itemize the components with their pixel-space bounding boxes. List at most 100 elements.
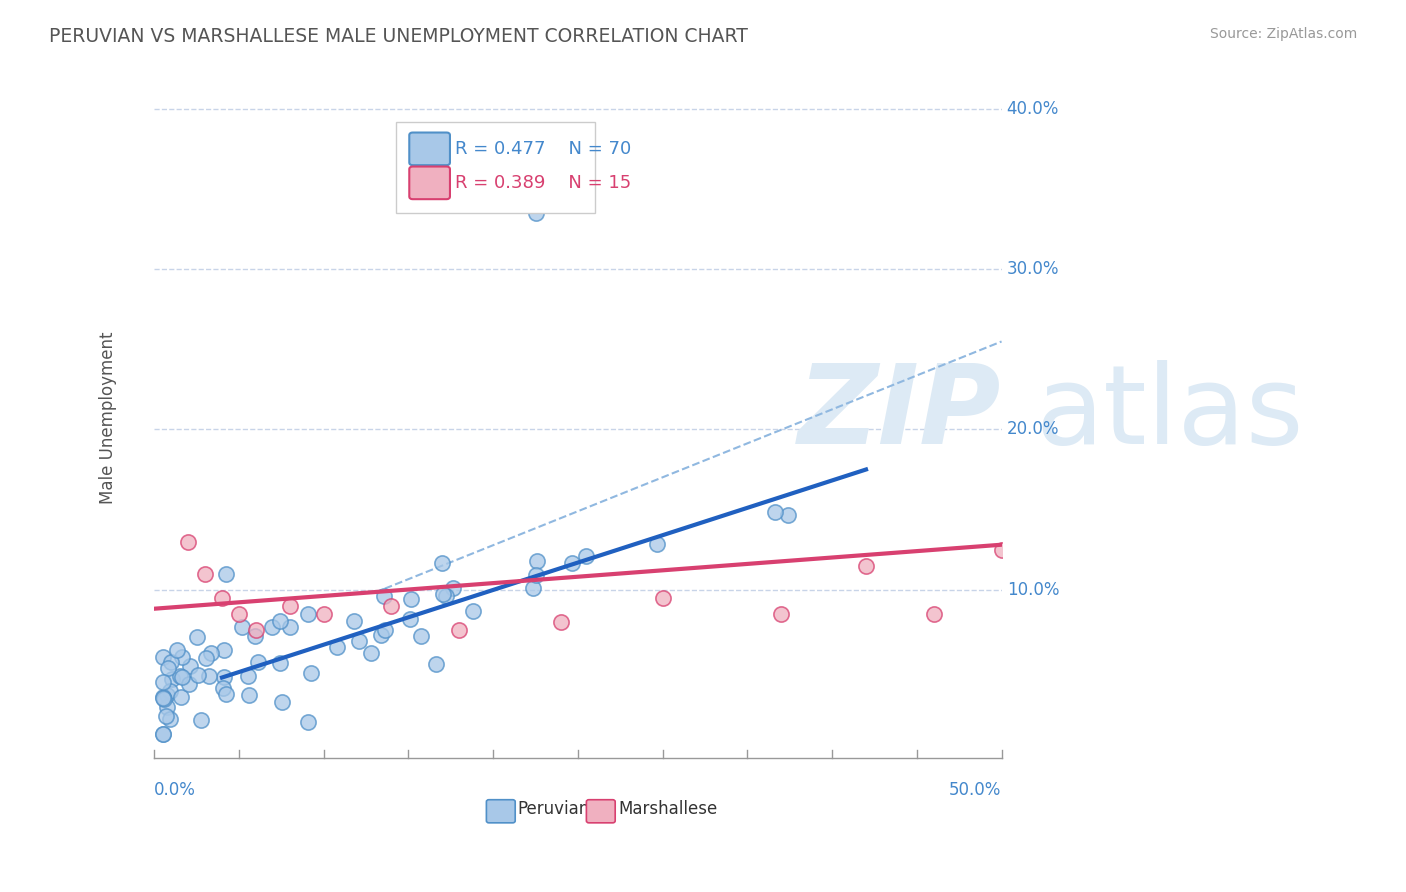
- Point: [170, 671, 193, 685]
- Point: [561, 557, 583, 571]
- Point: [524, 206, 547, 220]
- Point: [153, 692, 176, 706]
- Point: [373, 590, 395, 604]
- FancyBboxPatch shape: [395, 121, 595, 213]
- Point: [269, 614, 291, 628]
- Point: [214, 670, 236, 684]
- Point: [228, 607, 250, 621]
- Point: [280, 620, 302, 634]
- FancyBboxPatch shape: [586, 800, 616, 822]
- Point: [156, 689, 179, 703]
- Point: [198, 669, 221, 683]
- Point: [349, 634, 371, 648]
- Point: [238, 688, 260, 702]
- Point: [200, 646, 222, 660]
- Point: [441, 581, 464, 595]
- Text: 10.0%: 10.0%: [1007, 581, 1059, 599]
- Point: [524, 568, 547, 582]
- Text: Peruvians: Peruvians: [517, 799, 598, 818]
- Point: [342, 615, 364, 629]
- FancyBboxPatch shape: [409, 133, 450, 165]
- Point: [231, 619, 253, 633]
- Point: [170, 649, 193, 664]
- Text: 20.0%: 20.0%: [1007, 420, 1059, 439]
- Point: [269, 656, 291, 670]
- Point: [432, 587, 454, 601]
- Point: [177, 534, 200, 549]
- Point: [214, 687, 236, 701]
- Point: [260, 620, 283, 634]
- Point: [194, 566, 217, 581]
- Point: [575, 549, 598, 563]
- Point: [370, 628, 392, 642]
- Point: [177, 677, 200, 691]
- Point: [190, 713, 212, 727]
- Text: 50.0%: 50.0%: [949, 781, 1001, 799]
- Point: [211, 681, 233, 695]
- Point: [922, 607, 945, 621]
- Text: 40.0%: 40.0%: [1007, 101, 1059, 119]
- Point: [236, 669, 259, 683]
- Point: [278, 599, 301, 613]
- Point: [179, 658, 201, 673]
- Point: [186, 630, 208, 644]
- Point: [526, 553, 548, 567]
- Point: [312, 607, 335, 621]
- Text: 30.0%: 30.0%: [1007, 260, 1059, 278]
- Point: [159, 712, 181, 726]
- Point: [855, 558, 877, 573]
- Point: [169, 668, 191, 682]
- Point: [645, 537, 668, 551]
- Text: Source: ZipAtlas.com: Source: ZipAtlas.com: [1209, 27, 1357, 41]
- Point: [187, 667, 209, 681]
- Point: [195, 651, 218, 665]
- Point: [169, 690, 191, 704]
- Point: [152, 691, 174, 706]
- Point: [522, 581, 544, 595]
- Point: [380, 599, 402, 613]
- Point: [449, 623, 471, 637]
- Point: [461, 604, 484, 618]
- Point: [411, 629, 433, 643]
- Point: [247, 655, 270, 669]
- Point: [152, 690, 174, 704]
- Point: [297, 715, 319, 730]
- Point: [152, 649, 174, 664]
- Point: [159, 684, 181, 698]
- Point: [398, 612, 420, 626]
- Text: ZIP: ZIP: [799, 360, 1001, 467]
- Point: [326, 640, 349, 654]
- Point: [770, 607, 793, 621]
- Point: [651, 591, 673, 605]
- Text: R = 0.389    N = 15: R = 0.389 N = 15: [456, 174, 631, 192]
- Point: [245, 623, 267, 637]
- Text: PERUVIAN VS MARSHALLESE MALE UNEMPLOYMENT CORRELATION CHART: PERUVIAN VS MARSHALLESE MALE UNEMPLOYMEN…: [49, 27, 748, 45]
- Point: [360, 646, 382, 660]
- Point: [166, 642, 188, 657]
- Text: atlas: atlas: [1035, 360, 1303, 467]
- Point: [157, 661, 180, 675]
- Point: [152, 674, 174, 689]
- Point: [990, 542, 1012, 557]
- Text: Male Unemployment: Male Unemployment: [98, 331, 117, 504]
- Point: [430, 557, 453, 571]
- Point: [425, 657, 447, 671]
- Point: [374, 623, 396, 637]
- Point: [765, 505, 787, 519]
- Point: [776, 508, 799, 523]
- Point: [155, 709, 177, 723]
- Text: 0.0%: 0.0%: [155, 781, 195, 799]
- Point: [243, 630, 266, 644]
- Point: [152, 726, 174, 740]
- FancyBboxPatch shape: [486, 800, 515, 822]
- Point: [299, 666, 322, 681]
- Text: Marshallese: Marshallese: [619, 799, 718, 818]
- Point: [211, 591, 233, 605]
- Text: R = 0.477    N = 70: R = 0.477 N = 70: [456, 140, 631, 158]
- Point: [152, 726, 174, 740]
- Point: [434, 590, 457, 604]
- FancyBboxPatch shape: [409, 167, 450, 199]
- Point: [401, 592, 423, 607]
- Point: [550, 615, 572, 629]
- Point: [215, 566, 238, 581]
